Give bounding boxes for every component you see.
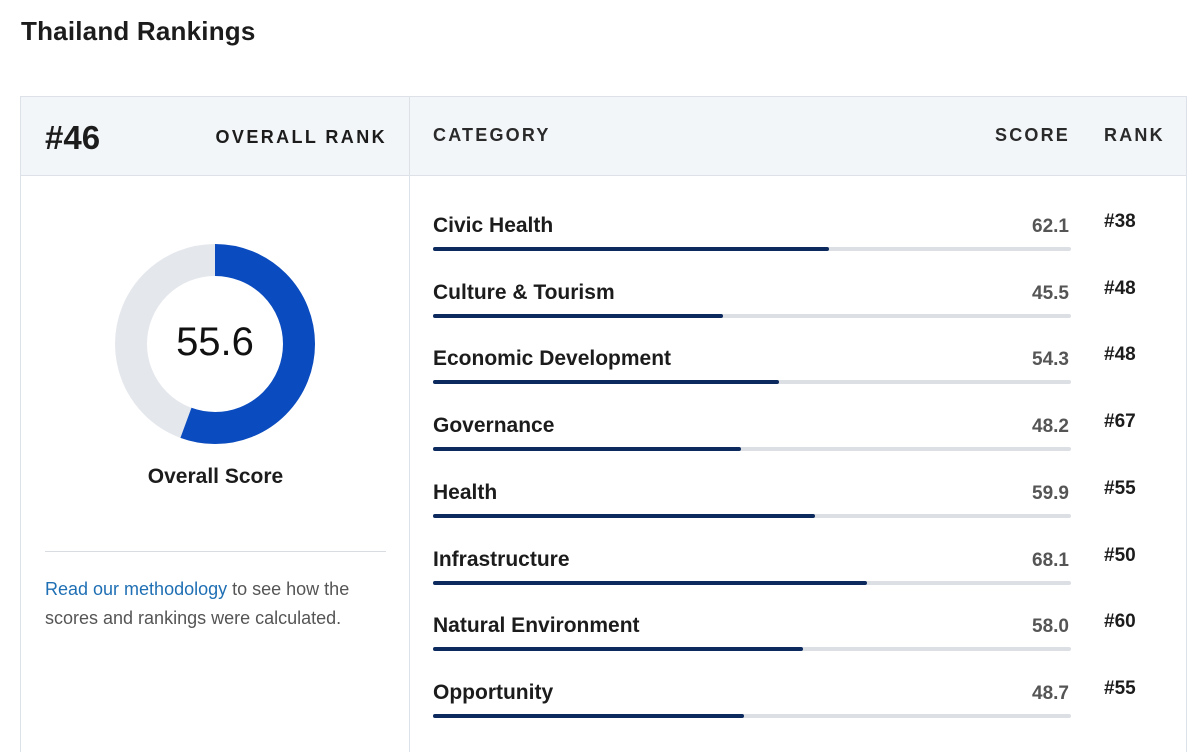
category-name: Culture & Tourism	[433, 280, 615, 304]
score-bar-track	[433, 447, 1071, 452]
category-rank: #48	[1104, 344, 1136, 366]
methodology-text: to see how the scores and rankings were …	[45, 579, 350, 628]
score-bar-track	[433, 513, 1071, 518]
category-panel: CATEGORY SCORE RANK Civic Health 62.1 #38 C…	[410, 97, 1186, 752]
category-score: 48.7	[1032, 682, 1069, 704]
column-header-rank: RANK	[1104, 125, 1165, 145]
column-header-score: SCORE	[994, 125, 1070, 145]
category-score: 45.5	[1032, 282, 1069, 304]
overall-rank-value: #46	[45, 119, 101, 156]
rankings-card: #46 OVERALL RANK 55.6 Overall Score Read…	[20, 96, 1187, 752]
score-bar-fill	[433, 580, 868, 585]
category-name: Infrastructure	[433, 547, 570, 571]
overall-score-value: 55.6	[176, 320, 254, 364]
score-bar-fill	[433, 247, 830, 251]
category-name: Natural Environment	[433, 614, 640, 638]
methodology-note: Read our methodology to see how the scor…	[45, 575, 395, 633]
category-rank: #60	[1104, 611, 1136, 633]
category-name: Governance	[433, 414, 555, 438]
overall-score-donut	[115, 244, 315, 444]
category-rank: #55	[1104, 677, 1136, 699]
category-score: 58.0	[1032, 616, 1069, 638]
methodology-link[interactable]: Read our methodology	[45, 579, 228, 599]
category-row: Culture & Tourism 45.5 #48	[410, 277, 1186, 341]
category-score: 48.2	[1032, 416, 1069, 438]
score-bar-track	[433, 647, 1071, 652]
score-bar-track	[433, 247, 1071, 251]
category-score: 68.1	[1032, 549, 1069, 571]
page-title: Thailand Rankings	[21, 16, 256, 46]
donut-fill	[115, 244, 315, 444]
score-bar-fill	[433, 447, 741, 452]
category-row: Infrastructure 68.1 #50	[410, 544, 1186, 608]
category-row: Opportunity 48.7 #55	[410, 677, 1186, 741]
score-bar-track	[433, 713, 1071, 718]
category-rank: #50	[1104, 544, 1136, 566]
score-bar-track	[433, 380, 1071, 385]
score-bar-fill	[433, 713, 744, 718]
category-name: Opportunity	[433, 680, 554, 704]
overall-rank-label: OVERALL RANK	[215, 127, 387, 147]
overall-panel: #46 OVERALL RANK 55.6 Overall Score Read…	[21, 97, 410, 752]
category-rank: #48	[1104, 277, 1136, 299]
category-row: Natural Environment 58.0 #60	[410, 611, 1186, 674]
category-score: 59.9	[1032, 482, 1069, 504]
score-bar-track	[433, 580, 1071, 585]
score-bar-fill	[433, 647, 804, 652]
score-bar-fill	[433, 380, 780, 385]
category-row: Civic Health 62.1 #38	[410, 211, 1186, 274]
category-rank: #67	[1104, 411, 1136, 433]
category-score: 54.3	[1032, 349, 1069, 371]
category-rank: #55	[1104, 477, 1136, 499]
category-name: Civic Health	[433, 214, 554, 237]
overall-score-label: Overall Score	[147, 465, 284, 488]
score-bar-fill	[433, 313, 724, 318]
score-bar-fill	[433, 513, 816, 518]
category-score: 62.1	[1032, 216, 1069, 237]
divider	[45, 551, 386, 552]
category-name: Economic Development	[433, 347, 672, 371]
score-bar-track	[433, 313, 1071, 318]
category-name: Health	[433, 480, 498, 504]
category-rank: #38	[1104, 211, 1136, 232]
category-row: Governance 48.2 #67	[410, 411, 1186, 474]
category-row: Health 59.9 #55	[410, 477, 1186, 541]
column-header-category: CATEGORY	[433, 125, 551, 145]
header-band	[21, 97, 1186, 176]
category-row: Economic Development 54.3 #48	[410, 344, 1186, 407]
